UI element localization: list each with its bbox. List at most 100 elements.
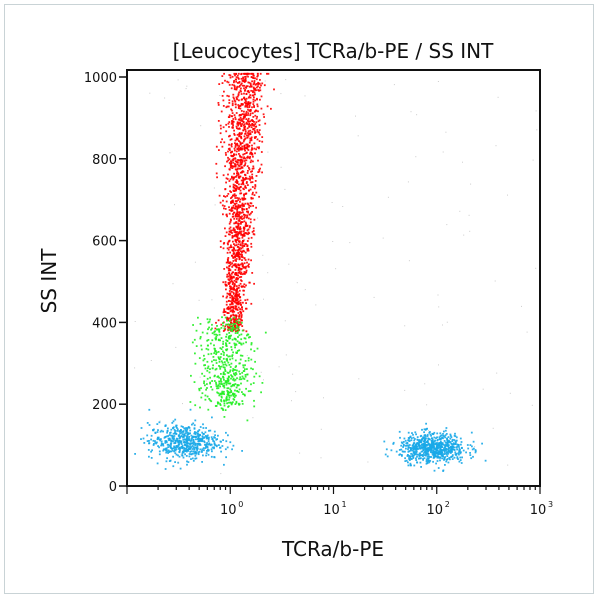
data-point [251, 193, 254, 196]
data-point [468, 214, 470, 216]
data-point [410, 448, 412, 450]
data-point [237, 233, 239, 236]
data-point [509, 392, 511, 394]
data-point [481, 442, 483, 445]
data-point [239, 358, 242, 361]
data-point [238, 370, 241, 373]
data-point [208, 436, 210, 439]
data-point [441, 442, 444, 445]
data-point [236, 95, 239, 98]
data-point [230, 294, 233, 297]
data-point [170, 450, 173, 453]
data-point [239, 123, 242, 126]
data-point [232, 398, 235, 400]
data-point [234, 244, 236, 247]
data-point [215, 383, 218, 386]
data-point [232, 118, 235, 120]
data-point [239, 198, 242, 201]
data-point [185, 448, 188, 450]
data-point [535, 267, 537, 269]
data-point [187, 461, 190, 463]
data-point [439, 456, 442, 459]
data-point [446, 448, 449, 451]
data-point [237, 176, 240, 179]
data-point [238, 349, 241, 352]
data-point [236, 332, 239, 334]
data-point [194, 436, 197, 438]
data-point [175, 453, 178, 456]
data-point [219, 339, 221, 342]
data-point [238, 197, 240, 200]
data-point [243, 110, 245, 113]
data-point [233, 284, 236, 287]
data-point [239, 253, 242, 256]
data-point [247, 258, 250, 261]
data-point [407, 454, 409, 456]
data-point [214, 330, 216, 333]
data-point [409, 464, 412, 467]
data-point [228, 230, 231, 233]
data-point [235, 218, 238, 220]
data-point [224, 195, 227, 198]
data-point [242, 230, 245, 233]
data-point [472, 440, 475, 443]
data-point [246, 240, 249, 242]
data-point [449, 434, 452, 437]
data-point [227, 372, 230, 374]
data-point [198, 299, 200, 301]
data-point [263, 379, 264, 381]
data-point [237, 121, 239, 124]
data-point [247, 114, 249, 116]
data-point [231, 299, 234, 302]
data-point [407, 464, 410, 467]
data-point [180, 430, 182, 433]
x-tick-exponent: 1 [342, 500, 347, 509]
data-point [244, 132, 247, 135]
data-point [175, 439, 178, 442]
data-point [243, 87, 245, 90]
data-point [214, 434, 216, 437]
data-point [254, 152, 256, 155]
data-point [236, 278, 239, 281]
data-point [172, 438, 175, 440]
data-point [188, 432, 191, 435]
data-point [166, 457, 168, 460]
data-point [225, 284, 227, 286]
data-point [256, 146, 259, 149]
data-point [195, 451, 198, 454]
data-point [349, 242, 351, 244]
data-point [442, 470, 444, 472]
data-point [423, 439, 426, 442]
data-point [474, 449, 477, 451]
data-point [194, 261, 196, 263]
data-point [177, 445, 180, 447]
data-point [257, 110, 259, 113]
data-point [230, 87, 233, 90]
data-point [238, 403, 241, 406]
data-point [226, 178, 229, 180]
data-point [249, 152, 251, 155]
data-point [190, 439, 193, 442]
data-point [442, 324, 443, 326]
data-point [415, 447, 417, 450]
data-point [175, 424, 178, 427]
data-point [458, 460, 461, 463]
data-point [434, 454, 437, 457]
data-point [245, 152, 248, 154]
data-point [447, 436, 450, 438]
chart-title: [Leucocytes] TCRa/b-PE / SS INT [173, 39, 494, 63]
data-point [240, 87, 242, 90]
data-point [234, 116, 237, 119]
data-point [252, 74, 255, 77]
data-point [246, 214, 249, 217]
data-point [249, 336, 251, 338]
data-point [225, 154, 227, 156]
data-point [178, 436, 181, 438]
data-point [448, 451, 450, 454]
data-point [250, 138, 253, 140]
data-point [242, 342, 245, 345]
data-point [254, 89, 256, 91]
data-point [234, 160, 237, 163]
data-point [227, 390, 230, 393]
data-point [218, 358, 221, 361]
